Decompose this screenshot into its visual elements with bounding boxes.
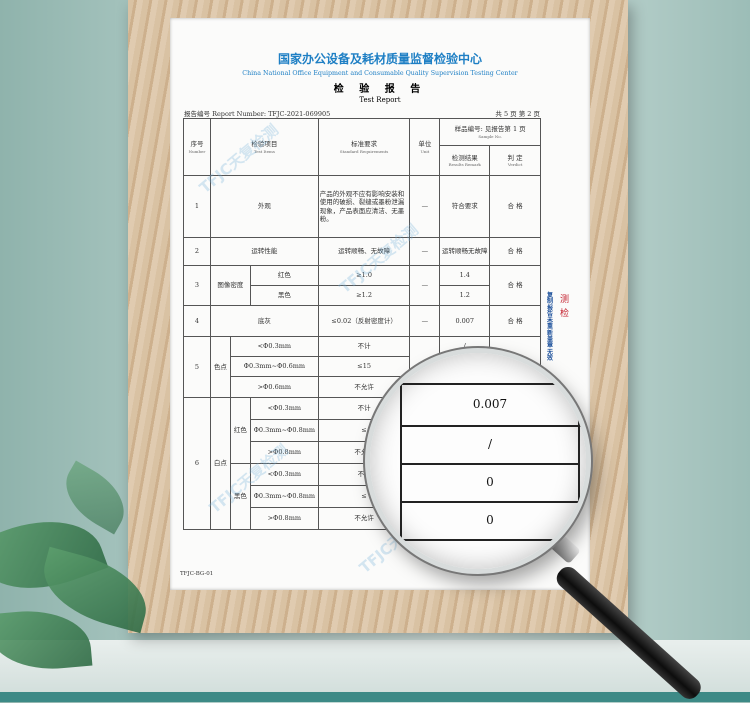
org-name-cn: 国家办公设备及耗材质量监督检验中心 <box>277 52 482 66</box>
floor <box>0 640 750 702</box>
form-code: TFJC-BG-01 <box>180 571 214 577</box>
red-stamp: 测 检 <box>560 295 570 320</box>
floor-band <box>0 692 750 702</box>
report-number: 报告编号 Report Number: TFJC-2021-069905 <box>184 110 331 118</box>
table-header-row: 序号 Number 检验项目 Test Items 标准要求 Standard Req… <box>183 118 541 176</box>
table-row: 1 外观 产品的外观不应有影响安装和使用的破损、裂缝或墨粉泄漏现象，产品表面应清洁… <box>183 175 541 238</box>
org-name-en: China National Office Equipment and Cons… <box>242 70 518 77</box>
table-subheader-row: 检测结果 Results Remark 判 定 Verdict <box>184 145 541 176</box>
report-title-cn: 检 验 报 告 <box>333 84 427 95</box>
table-row: 3 图像密度 红色 ≥1.0 —1.4 合 格 <box>183 265 541 306</box>
table-row: 2 运转性能 运转顺畅、无故障 — 运转顺畅无故障合 格 <box>183 237 541 266</box>
copy-notice: 复制报告未重新盖章无效 <box>547 292 554 362</box>
page-count: 共 5 页 第 2 页 <box>495 110 540 118</box>
table-row: 4 底灰 ≤0.02（反射密度计） — 0.007 合 格 <box>183 305 541 337</box>
report-title-en: Test Report <box>359 96 401 104</box>
